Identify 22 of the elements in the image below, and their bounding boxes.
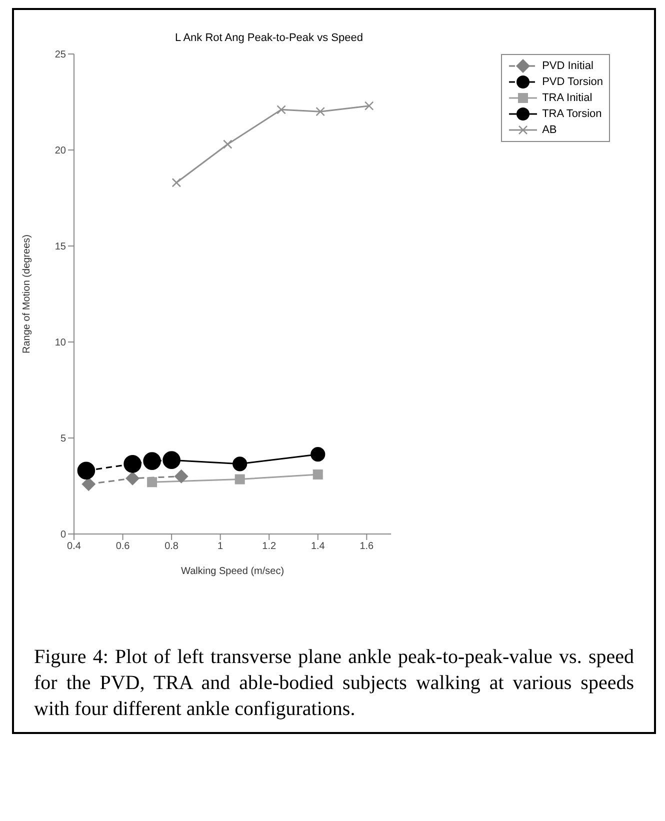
x-tick-label: 1.2	[262, 541, 276, 552]
y-tick-label: 15	[54, 242, 66, 253]
legend-label: PVD Torsion	[542, 76, 603, 88]
x-tick-label: 1.4	[310, 541, 326, 552]
y-axis-title: Range of Motion (degrees)	[22, 234, 33, 354]
x-tick-label: 1	[218, 541, 224, 552]
legend-label: PVD Initial	[542, 60, 594, 72]
legend-label: AB	[542, 124, 557, 136]
y-tick-label: 20	[54, 146, 66, 157]
x-tick-label: 0.6	[116, 541, 130, 552]
y-tick-label: 5	[60, 434, 66, 445]
caption: Figure 4: Plot of left transverse plane ankle peak-to-peak-value vs. speed for the PVD, TRA and able-bodied subjects walking at various speeds with four different ankle configurations.	[34, 645, 634, 722]
legend-label: TRA Initial	[542, 92, 592, 104]
legend-label: TRA Torsion	[542, 108, 602, 120]
x-tick-label: 0.8	[164, 541, 179, 552]
y-tick-label: 25	[54, 50, 66, 61]
x-tick-label: 1.6	[360, 541, 374, 552]
x-tick-label: 0.4	[67, 541, 82, 552]
x-axis-title: Walking Speed (m/sec)	[181, 566, 284, 577]
y-tick-label: 0	[60, 530, 66, 541]
y-tick-label: 10	[54, 338, 66, 349]
chart-title: L Ank Rot Ang Peak-to-Peak vs Speed	[174, 32, 364, 44]
